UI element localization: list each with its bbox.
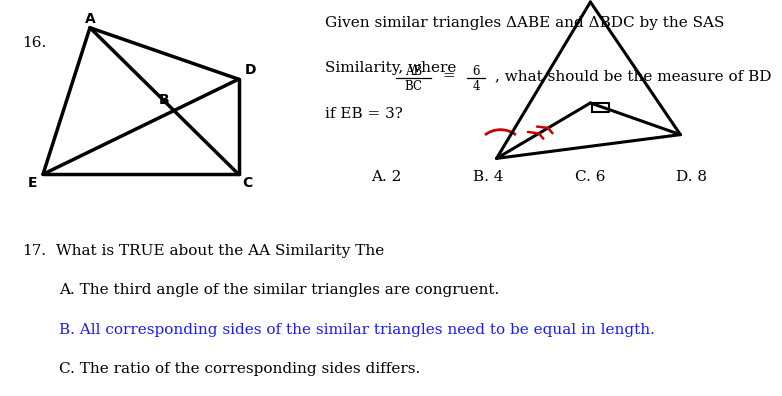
Text: 16.: 16. [22, 36, 46, 50]
Text: D. 8: D. 8 [676, 170, 708, 184]
Text: A. The third angle of the similar triangles are congruent.: A. The third angle of the similar triang… [59, 283, 499, 297]
Text: E: E [27, 176, 37, 190]
Text: A. 2: A. 2 [371, 170, 402, 184]
Text: What is TRUE about the AA Similarity The: What is TRUE about the AA Similarity The [56, 244, 385, 257]
Text: 17.: 17. [22, 244, 46, 257]
Text: =: = [439, 69, 461, 84]
Text: AB: AB [405, 65, 422, 78]
Text: A: A [84, 12, 95, 26]
Text: C. 6: C. 6 [575, 170, 605, 184]
Text: B. 4: B. 4 [473, 170, 504, 184]
Text: C. The ratio of the corresponding sides differs.: C. The ratio of the corresponding sides … [59, 362, 420, 376]
Text: BC: BC [404, 80, 422, 93]
Text: 4: 4 [472, 80, 479, 93]
Text: , what should be the measure of BD: , what should be the measure of BD [496, 69, 772, 84]
Text: D: D [245, 63, 256, 77]
Text: Given similar triangles ΔABE and ΔBDC by the SAS: Given similar triangles ΔABE and ΔBDC by… [325, 16, 724, 30]
Text: Similarity, where: Similarity, where [325, 61, 461, 75]
Text: B: B [159, 93, 170, 107]
Text: if EB = 3?: if EB = 3? [325, 107, 403, 121]
Text: 6: 6 [472, 65, 479, 78]
Text: C: C [242, 176, 253, 190]
Text: B. All corresponding sides of the similar triangles need to be equal in length.: B. All corresponding sides of the simila… [59, 323, 655, 337]
